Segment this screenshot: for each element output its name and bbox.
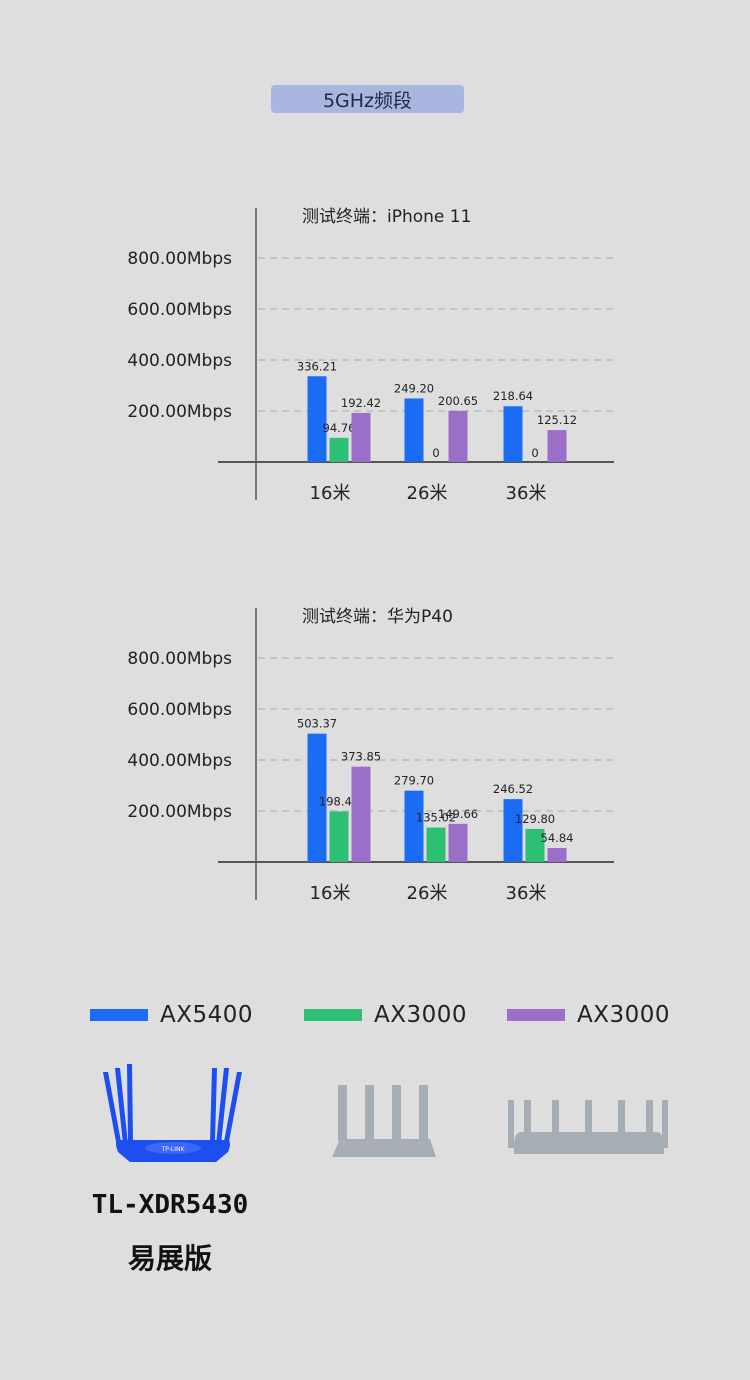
router-gray-icon: [332, 1085, 436, 1157]
data-label: 54.84: [541, 831, 574, 845]
legend-label: AX5400: [160, 1002, 254, 1028]
data-label: 94.76: [323, 421, 356, 435]
bar: [448, 823, 468, 862]
y-tick-label: 400.00Mbps: [127, 351, 232, 371]
x-tick-label: 16米: [310, 483, 351, 504]
data-label: 198.42: [319, 794, 359, 808]
y-tick-label: 800.00Mbps: [127, 249, 232, 269]
x-tick-label: 36米: [506, 883, 547, 904]
y-tick-label: 200.00Mbps: [127, 402, 232, 422]
band-title: 5GHz频段: [271, 85, 464, 113]
data-label: 373.85: [341, 750, 381, 764]
bar: [503, 406, 523, 462]
legend-swatch-green: [304, 1009, 362, 1021]
bar: [426, 827, 446, 862]
y-tick-label: 800.00Mbps: [127, 649, 232, 669]
bar: [329, 811, 349, 862]
y-tick-label: 600.00Mbps: [127, 700, 232, 720]
bar: [547, 430, 567, 462]
legend-label: AX3000: [577, 1002, 671, 1028]
chart-title: 测试终端：iPhone 11: [302, 207, 471, 227]
bar: [307, 376, 327, 462]
x-tick-label: 36米: [506, 483, 547, 504]
data-label: 0: [531, 446, 538, 460]
data-label: 200.65: [438, 394, 478, 408]
product-edition: 易展版: [127, 1242, 212, 1275]
bar: [307, 733, 327, 862]
data-label: 279.70: [394, 774, 434, 788]
legend-swatch-purple: [507, 1009, 565, 1021]
bar: [351, 766, 371, 862]
router-logo: TP-LINK: [161, 1146, 186, 1153]
data-label: 192.42: [341, 396, 381, 410]
chart-iphone11: 800.00Mbps 600.00Mbps 400.00Mbps 200.00Mbps…: [127, 207, 614, 504]
y-tick-label: 600.00Mbps: [127, 300, 232, 320]
data-label: 149.66: [438, 807, 478, 821]
bar: [404, 790, 424, 862]
data-label: 125.12: [537, 413, 577, 427]
data-label: 135.02: [416, 811, 456, 825]
data-label: 0: [432, 446, 439, 460]
bar: [525, 828, 545, 862]
legend-item-ax3000-green: AX3000: [304, 998, 467, 1032]
chart-huawei-p40: 800.00Mbps 600.00Mbps 400.00Mbps 200.00Mbps…: [127, 607, 614, 904]
bar: [404, 398, 424, 462]
legend-item-ax3000-purple: AX3000: [507, 998, 670, 1032]
legend: AX5400 AX3000 AX3000: [0, 998, 750, 1032]
x-tick-label: 16米: [310, 883, 351, 904]
x-tick-label: 26米: [407, 883, 448, 904]
bar: [329, 437, 349, 462]
product-model: TL-XDR5430: [91, 1190, 249, 1220]
bar: [547, 848, 567, 862]
bar: [503, 799, 523, 862]
legend-item-ax5400: AX5400: [90, 998, 253, 1032]
y-tick-label: 200.00Mbps: [127, 802, 232, 822]
data-label: 336.21: [297, 359, 337, 373]
data-label: 246.52: [493, 782, 533, 796]
bar: [351, 412, 371, 462]
x-tick-label: 26米: [407, 483, 448, 504]
data-label: 249.20: [394, 381, 434, 395]
router-blue-icon: TP-LINK: [103, 1064, 242, 1162]
router-gray-wide-icon: [508, 1100, 668, 1154]
y-tick-label: 400.00Mbps: [127, 751, 232, 771]
data-label: 129.80: [515, 812, 555, 826]
bar: [448, 410, 468, 462]
data-label: 218.64: [493, 389, 533, 403]
legend-swatch-blue: [90, 1009, 148, 1021]
data-label: 503.37: [297, 717, 337, 731]
legend-label: AX3000: [374, 1002, 468, 1028]
chart-title: 测试终端：华为P40: [302, 607, 453, 627]
